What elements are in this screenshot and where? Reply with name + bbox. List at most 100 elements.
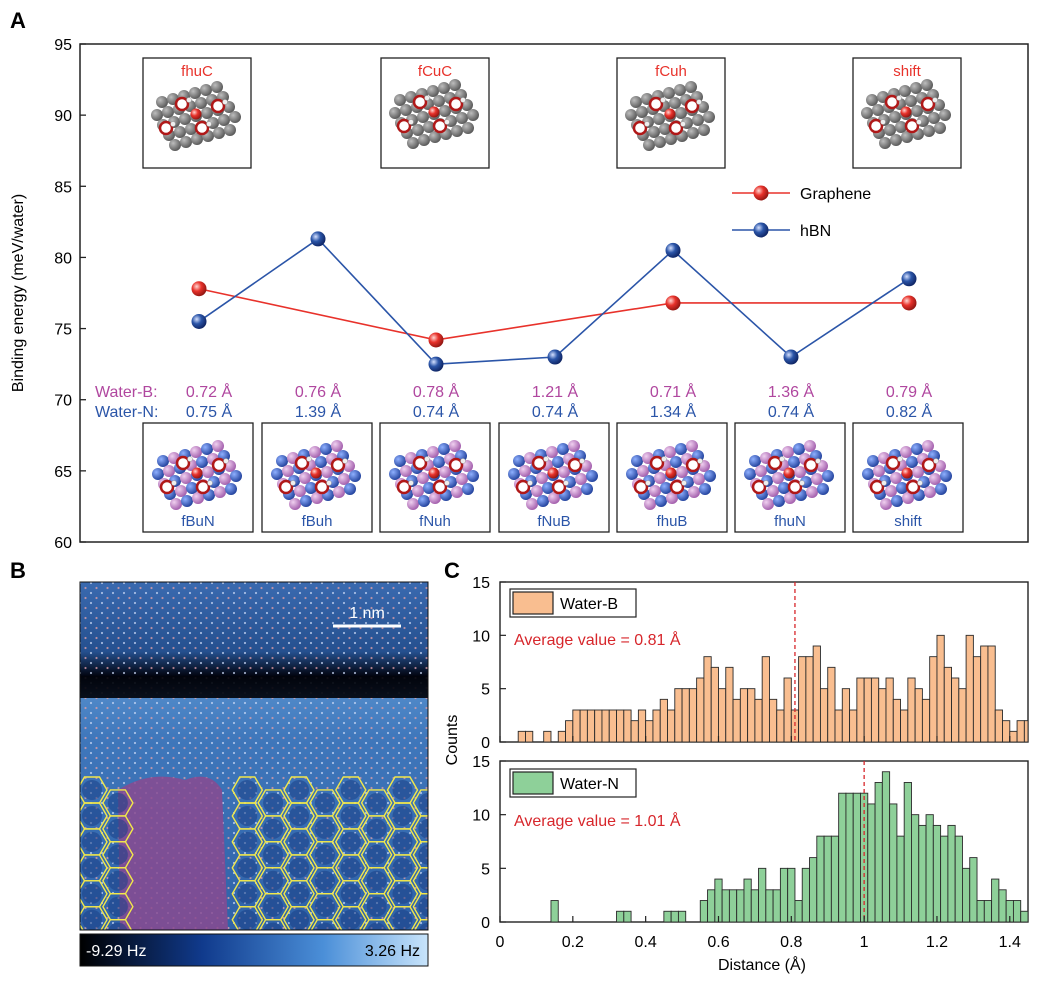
legend-swatch-water-b bbox=[512, 591, 554, 615]
histogram-bar bbox=[845, 792, 854, 923]
water-distance-values: 0.72 Å 0.76 Å 0.78 Å 1.21 Å 0.71 Å 1.36 Å 0.79… bbox=[186, 382, 933, 421]
histogram-bar bbox=[896, 835, 905, 923]
histogram-bar bbox=[699, 900, 709, 923]
histogram-bar bbox=[761, 656, 770, 743]
histogram-bar bbox=[983, 900, 993, 923]
histogram-bar bbox=[667, 709, 676, 743]
y-tick-label: 60 bbox=[54, 535, 72, 552]
y-tick-label: 75 bbox=[54, 322, 72, 339]
panel-label-b: B bbox=[10, 558, 26, 583]
histogram-bar bbox=[962, 867, 971, 923]
water-b-value: 1.21 Å bbox=[532, 382, 579, 401]
histogram-bar bbox=[703, 656, 712, 743]
histogram-bar bbox=[674, 688, 683, 743]
data-point-graphene bbox=[428, 332, 444, 348]
bottom-insets: fBuN fBuh fNuh fNuB fhuB fhuN shift bbox=[142, 422, 964, 533]
histogram-bar bbox=[980, 645, 989, 743]
histogram-bar bbox=[696, 677, 705, 743]
inset-label-fCuh: fCuh bbox=[655, 63, 687, 80]
inset-fCuh: fCuh bbox=[616, 57, 726, 169]
histogram-bar bbox=[838, 792, 847, 923]
histogram-bar bbox=[1002, 720, 1011, 743]
histogram-bar bbox=[630, 720, 639, 743]
data-point-hbn bbox=[547, 349, 563, 365]
histogram-bar bbox=[819, 688, 829, 743]
y-tick-label: 10 bbox=[472, 628, 490, 645]
inset-label-fhuC: fhuC bbox=[181, 63, 213, 80]
histogram-bar bbox=[911, 814, 920, 923]
panel-a-series bbox=[191, 231, 917, 372]
scalebar-label: 1 nm bbox=[349, 605, 385, 622]
inset-label-fCuC: fCuC bbox=[418, 63, 452, 80]
histogram-bar bbox=[750, 889, 759, 923]
histogram-bar bbox=[616, 709, 625, 743]
histogram-bar bbox=[834, 709, 843, 743]
histogram-bar bbox=[594, 709, 603, 743]
series-line-graphene bbox=[198, 287, 909, 341]
histogram-bar bbox=[958, 688, 967, 743]
histogram-bar bbox=[954, 835, 963, 923]
histogram-bar bbox=[863, 677, 872, 743]
histogram-bar bbox=[688, 688, 698, 743]
y-tick-label: 5 bbox=[481, 861, 490, 878]
histogram-bar bbox=[867, 803, 876, 923]
y-tick-label: 80 bbox=[54, 250, 72, 267]
histogram-bar bbox=[525, 730, 534, 743]
histogram-bar bbox=[736, 889, 745, 923]
colorbar bbox=[79, 933, 429, 967]
average-label-water-b: Average value = 0.81 Å bbox=[514, 630, 681, 649]
legend-label-hbn: hBN bbox=[800, 223, 831, 240]
histogram-bar bbox=[809, 857, 818, 923]
x-tick-label: 0.2 bbox=[562, 934, 584, 951]
histogram-bar bbox=[721, 889, 730, 923]
histogram-bar bbox=[772, 889, 781, 923]
histogram-bar bbox=[754, 698, 763, 743]
colorbar-min-label: -9.29 Hz bbox=[86, 943, 146, 960]
histogram-bar bbox=[991, 878, 1000, 923]
water-n-value: 0.74 Å bbox=[532, 402, 579, 421]
inset-bottom-4: fhuB bbox=[616, 422, 728, 533]
inset-shift-top: shift bbox=[852, 57, 962, 169]
inset-label-bottom: fBuN bbox=[181, 513, 214, 530]
inset-label-bottom: fhuN bbox=[774, 513, 806, 530]
water-b-value: 0.71 Å bbox=[650, 382, 697, 401]
data-point-hbn bbox=[191, 313, 207, 329]
histogram-water-b: 0 5 10 15 bbox=[472, 575, 1029, 752]
water-n-value: 0.75 Å bbox=[186, 402, 233, 421]
histogram-bar bbox=[823, 835, 832, 923]
histogram-bar bbox=[747, 688, 756, 743]
histogram-bar bbox=[557, 730, 566, 743]
histogram-bar bbox=[907, 677, 916, 743]
histogram-bar bbox=[951, 677, 960, 743]
histogram-bar bbox=[812, 645, 821, 743]
series-line-hbn bbox=[198, 237, 910, 365]
histogram-bar bbox=[794, 900, 803, 923]
y-tick-label: 0 bbox=[481, 735, 490, 752]
histogram-bar bbox=[929, 656, 938, 743]
histogram-bar bbox=[947, 824, 956, 923]
histogram-bar bbox=[714, 878, 723, 923]
water-n-value: 0.82 Å bbox=[886, 402, 933, 421]
inset-bottom-1: fBuh bbox=[261, 422, 373, 533]
histogram-bar bbox=[801, 867, 810, 923]
histogram-bar bbox=[987, 645, 996, 743]
x-tick-label: 0.4 bbox=[635, 934, 657, 951]
inset-bottom-3: fNuB bbox=[498, 422, 610, 533]
histogram-bar bbox=[830, 835, 840, 923]
inset-fCuC: fCuC bbox=[380, 57, 490, 169]
histogram-bar bbox=[623, 709, 632, 743]
y-tick-label: 10 bbox=[472, 808, 490, 825]
water-b-value: 0.72 Å bbox=[186, 382, 233, 401]
panel-a-ylabel: Binding energy (meV/water) bbox=[10, 194, 27, 392]
x-tick-label: 0.6 bbox=[707, 934, 729, 951]
histogram-bar bbox=[1012, 900, 1022, 923]
data-point-hbn bbox=[665, 242, 681, 258]
histogram-bar bbox=[972, 656, 982, 743]
histogram-bar bbox=[1016, 720, 1025, 743]
data-point-hbn bbox=[310, 231, 326, 247]
histogram-bar bbox=[787, 867, 796, 923]
inset-label-bottom: fNuB bbox=[537, 513, 570, 530]
histogram-bar bbox=[998, 889, 1007, 923]
histogram-bar bbox=[856, 677, 865, 743]
